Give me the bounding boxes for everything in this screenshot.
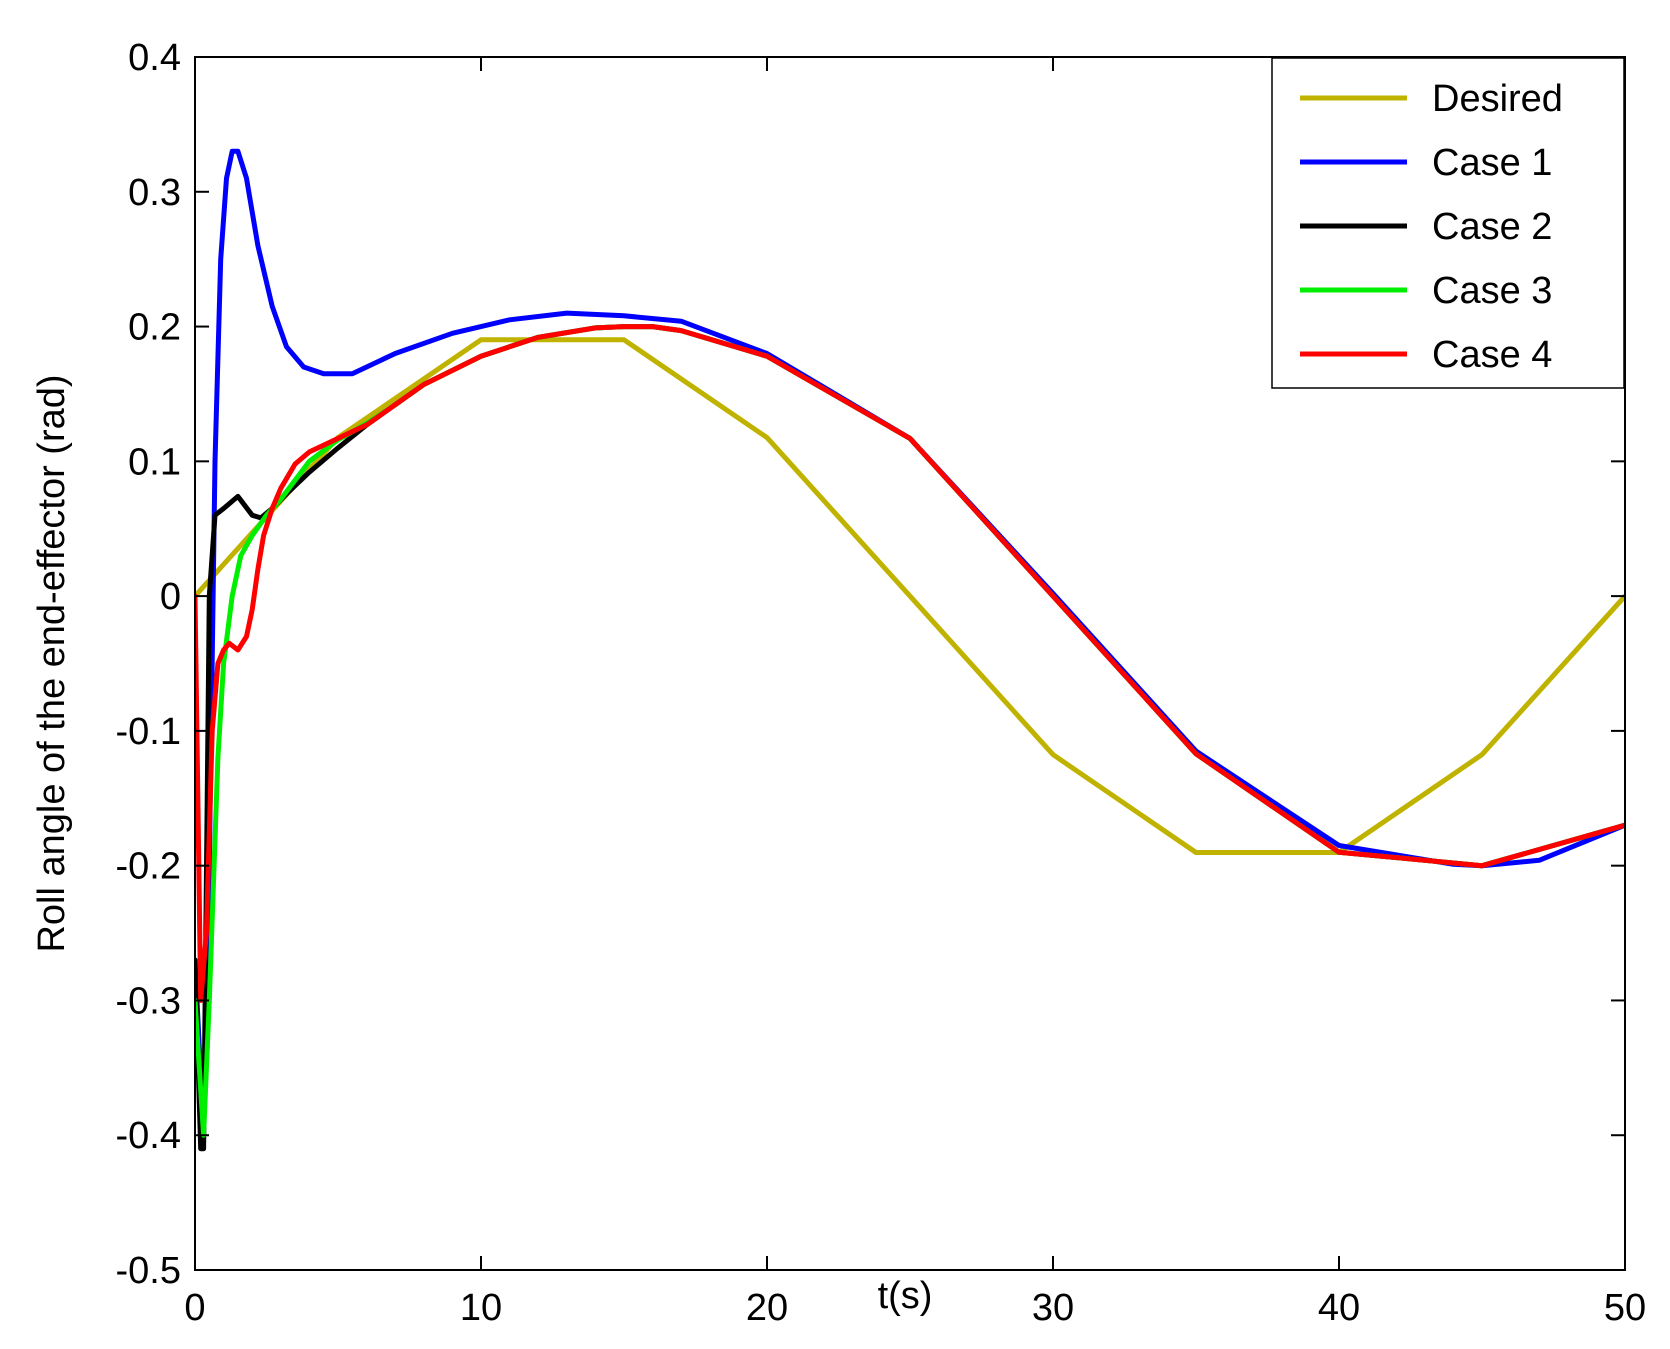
series-layer [195,148,1625,1152]
y-tick-label: 0.1 [128,441,181,483]
x-tick-label: 30 [1032,1287,1074,1329]
y-tick-label: 0.4 [128,37,181,79]
tick-labels: 0 10 20 30 40 50 0.4 0.3 0.2 0.1 0 -0.1 -0.2 -0.3 -0.4… [116,37,1647,1329]
legend-entry: Case 4 [1432,334,1552,376]
series-line-case-1 [195,148,1625,1138]
y-axis-label: Roll angle of the end-effector (rad) [31,374,73,952]
series-line-desired [195,337,1625,855]
x-tick-label: 0 [184,1287,205,1329]
x-axis-label: t(s) [878,1275,933,1317]
x-tick-label: 40 [1318,1287,1360,1329]
legend-entry: Desired [1432,78,1563,120]
y-tick-label: -0.2 [116,846,181,888]
y-tick-label: -0.3 [116,980,181,1022]
x-tick-label: 10 [460,1287,502,1329]
y-tick-label: 0 [160,576,181,618]
legend-entry: Case 3 [1432,270,1552,312]
y-tick-label: -0.1 [116,711,181,753]
legend: Desired Case 1 Case 2 Case 3 Case 4 [1271,57,1625,389]
series-line-case-4 [195,324,1625,1003]
y-tick-label: 0.3 [128,172,181,214]
y-tick-label: 0.2 [128,307,181,349]
y-tick-label: -0.5 [116,1250,181,1292]
legend-entry: Case 2 [1432,206,1552,248]
x-tick-label: 50 [1604,1287,1646,1329]
legend-entry: Case 1 [1432,142,1552,184]
x-tick-label: 20 [746,1287,788,1329]
legend-box [1271,57,1625,389]
plot-frame [194,56,1626,1271]
y-tick-label: -0.4 [116,1115,181,1157]
